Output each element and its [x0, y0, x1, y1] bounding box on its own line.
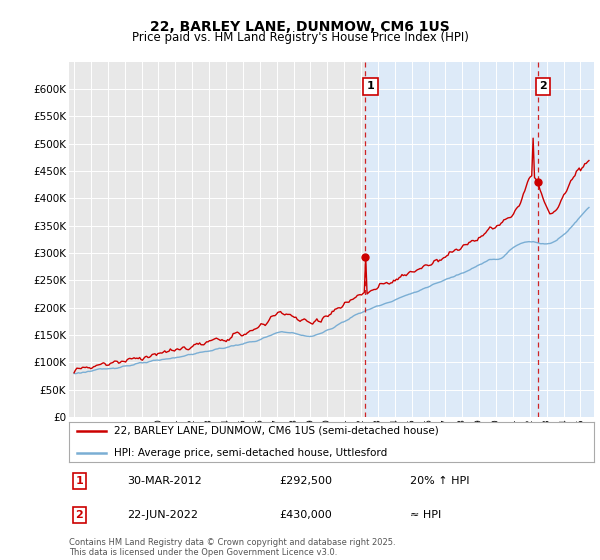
Text: 22-JUN-2022: 22-JUN-2022: [127, 510, 198, 520]
Text: £430,000: £430,000: [279, 510, 332, 520]
Text: £292,500: £292,500: [279, 476, 332, 486]
Text: 1: 1: [76, 476, 83, 486]
Text: 1: 1: [367, 81, 374, 91]
Text: 30-MAR-2012: 30-MAR-2012: [127, 476, 202, 486]
Text: 20% ↑ HPI: 20% ↑ HPI: [410, 476, 470, 486]
Text: HPI: Average price, semi-detached house, Uttlesford: HPI: Average price, semi-detached house,…: [113, 448, 387, 458]
Text: 2: 2: [539, 81, 547, 91]
Text: ≈ HPI: ≈ HPI: [410, 510, 442, 520]
Text: Contains HM Land Registry data © Crown copyright and database right 2025.
This d: Contains HM Land Registry data © Crown c…: [69, 538, 395, 557]
Text: 22, BARLEY LANE, DUNMOW, CM6 1US: 22, BARLEY LANE, DUNMOW, CM6 1US: [150, 20, 450, 34]
Text: 22, BARLEY LANE, DUNMOW, CM6 1US (semi-detached house): 22, BARLEY LANE, DUNMOW, CM6 1US (semi-d…: [113, 426, 439, 436]
Text: Price paid vs. HM Land Registry's House Price Index (HPI): Price paid vs. HM Land Registry's House …: [131, 31, 469, 44]
Text: 2: 2: [76, 510, 83, 520]
Bar: [365, 62, 594, 417]
